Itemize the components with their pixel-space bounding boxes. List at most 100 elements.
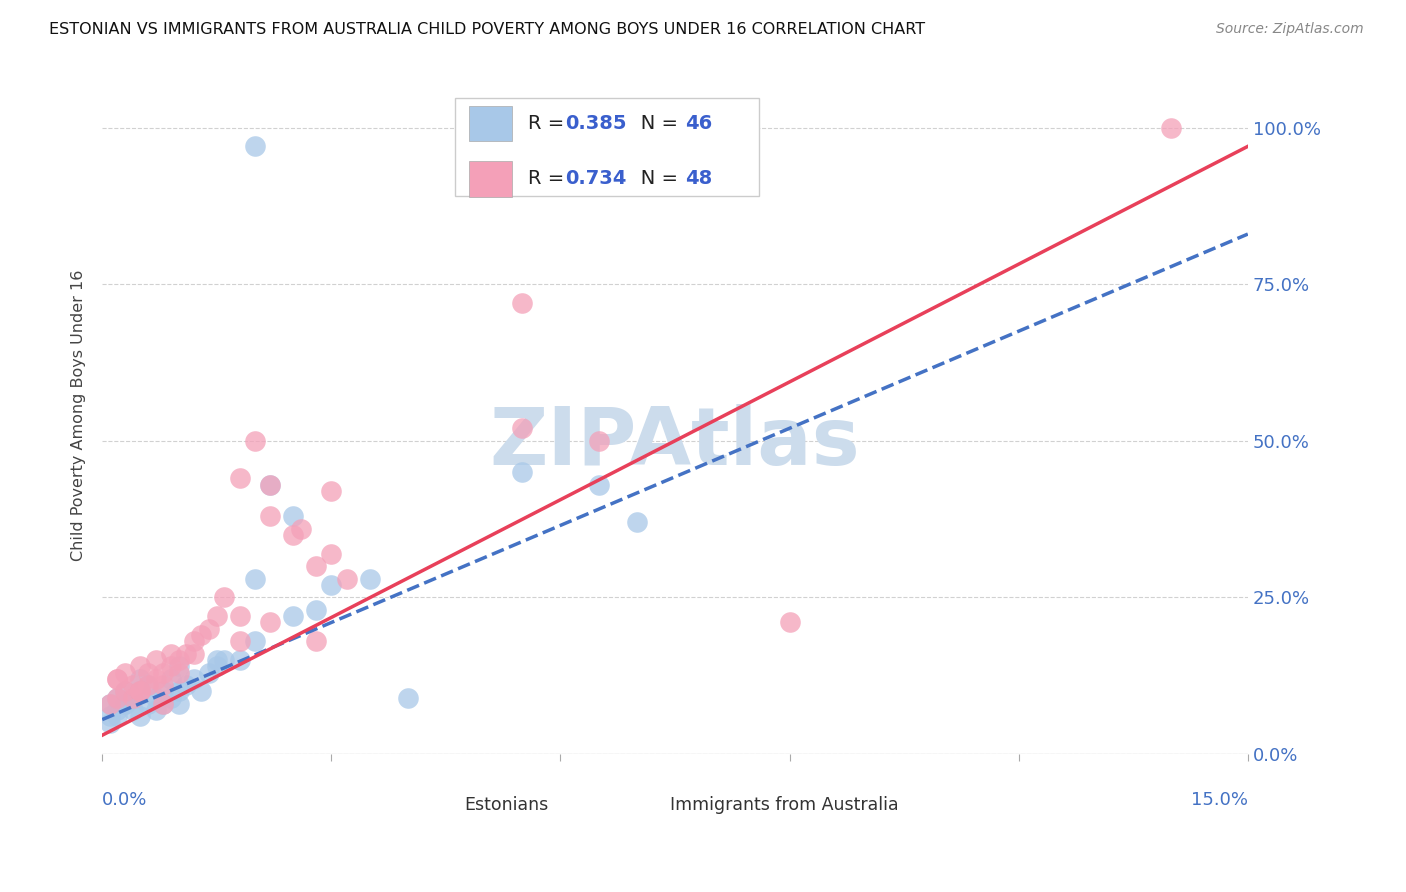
Point: [228, 653, 250, 667]
Point: [129, 684, 152, 698]
Point: [145, 653, 167, 667]
Text: Source: ZipAtlas.com: Source: ZipAtlas.com: [1216, 22, 1364, 37]
Point: [205, 659, 228, 673]
Point: [588, 434, 610, 448]
FancyBboxPatch shape: [456, 98, 759, 196]
Point: [107, 672, 129, 686]
Point: [259, 615, 281, 630]
Point: [114, 665, 136, 680]
Point: [114, 697, 136, 711]
Point: [174, 678, 197, 692]
Text: 0.0%: 0.0%: [103, 791, 148, 809]
Point: [183, 672, 205, 686]
Point: [129, 684, 152, 698]
Point: [205, 609, 228, 624]
Point: [510, 296, 533, 310]
Point: [145, 690, 167, 705]
Point: [121, 703, 143, 717]
Point: [121, 678, 143, 692]
Point: [228, 471, 250, 485]
Point: [136, 665, 159, 680]
Point: [152, 665, 174, 680]
Point: [305, 603, 328, 617]
Point: [107, 709, 129, 723]
Point: [290, 522, 312, 536]
Point: [98, 709, 121, 723]
Point: [160, 659, 183, 673]
Point: [160, 690, 183, 705]
Point: [167, 653, 190, 667]
Point: [136, 678, 159, 692]
Point: [121, 690, 143, 705]
Point: [160, 647, 183, 661]
Point: [174, 647, 197, 661]
Text: N =: N =: [623, 169, 685, 188]
Point: [259, 477, 281, 491]
Point: [626, 515, 648, 529]
Text: ZIPAtlas: ZIPAtlas: [489, 404, 860, 482]
FancyBboxPatch shape: [630, 796, 664, 817]
Point: [205, 653, 228, 667]
Point: [114, 697, 136, 711]
Point: [198, 622, 221, 636]
Point: [228, 609, 250, 624]
Point: [190, 684, 212, 698]
Point: [243, 434, 266, 448]
Point: [107, 690, 129, 705]
Point: [136, 678, 159, 692]
Point: [1160, 120, 1182, 135]
Point: [129, 672, 152, 686]
Point: [145, 703, 167, 717]
Point: [190, 628, 212, 642]
Text: Estonians: Estonians: [464, 796, 548, 814]
Point: [359, 572, 381, 586]
Text: 0.385: 0.385: [565, 114, 627, 133]
Point: [243, 139, 266, 153]
Point: [321, 483, 343, 498]
Text: 0.734: 0.734: [565, 169, 627, 188]
Point: [152, 684, 174, 698]
Point: [588, 477, 610, 491]
Point: [228, 634, 250, 648]
Point: [107, 690, 129, 705]
FancyBboxPatch shape: [468, 106, 512, 141]
Point: [129, 659, 152, 673]
Point: [243, 572, 266, 586]
Text: N =: N =: [623, 114, 685, 133]
FancyBboxPatch shape: [468, 161, 512, 196]
Point: [145, 672, 167, 686]
Text: 15.0%: 15.0%: [1191, 791, 1249, 809]
Point: [98, 697, 121, 711]
Point: [107, 672, 129, 686]
Point: [98, 715, 121, 730]
Point: [214, 653, 236, 667]
Point: [214, 591, 236, 605]
Point: [305, 634, 328, 648]
Point: [281, 609, 304, 624]
Point: [183, 634, 205, 648]
Point: [114, 684, 136, 698]
Text: Immigrants from Australia: Immigrants from Australia: [671, 796, 898, 814]
Point: [114, 684, 136, 698]
Point: [396, 690, 419, 705]
Text: 48: 48: [685, 169, 713, 188]
Point: [321, 578, 343, 592]
Point: [336, 572, 359, 586]
Point: [779, 615, 801, 630]
Point: [243, 634, 266, 648]
Point: [305, 559, 328, 574]
Text: 46: 46: [685, 114, 713, 133]
Y-axis label: Child Poverty Among Boys Under 16: Child Poverty Among Boys Under 16: [72, 270, 86, 561]
Point: [152, 678, 174, 692]
Point: [281, 528, 304, 542]
Point: [259, 508, 281, 523]
Point: [321, 547, 343, 561]
Point: [129, 684, 152, 698]
Point: [259, 477, 281, 491]
Point: [510, 421, 533, 435]
Point: [129, 709, 152, 723]
Text: R =: R =: [529, 114, 571, 133]
Point: [167, 697, 190, 711]
Point: [183, 647, 205, 661]
Point: [510, 465, 533, 479]
